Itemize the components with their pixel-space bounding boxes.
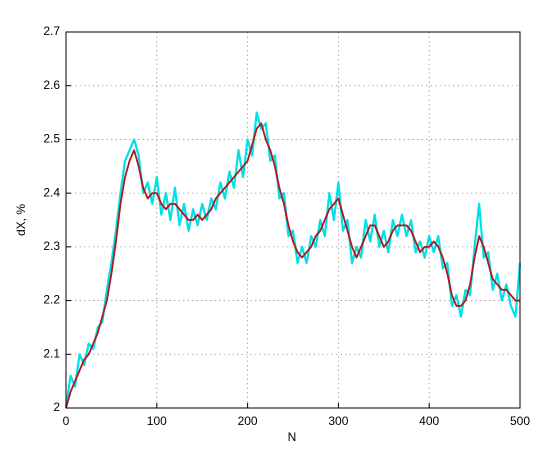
y-tick-label: 2.2: [43, 293, 60, 307]
plot-frame: [65, 31, 521, 409]
x-tick-label: 500: [510, 414, 530, 428]
x-tick-label: 0: [63, 414, 70, 428]
x-tick-label: 300: [328, 414, 348, 428]
y-tick-label: 2: [53, 400, 60, 414]
x-axis-label: N: [288, 430, 297, 444]
y-tick-label: 2.6: [43, 78, 60, 92]
data-line: [65, 122, 520, 409]
x-tick-label: 100: [147, 414, 167, 428]
y-tick-label: 2.1: [43, 346, 60, 360]
y-tick-label: 2.3: [43, 239, 60, 253]
x-tick-label: 200: [238, 414, 258, 428]
x-tick-label: 400: [419, 414, 439, 428]
y-tick-label: 2.4: [43, 185, 60, 199]
data-line: [64, 111, 522, 409]
y-axis-label: dX, %: [14, 204, 28, 236]
y-tick-label: 2.5: [43, 132, 60, 146]
y-tick-label: 2.7: [43, 24, 60, 38]
